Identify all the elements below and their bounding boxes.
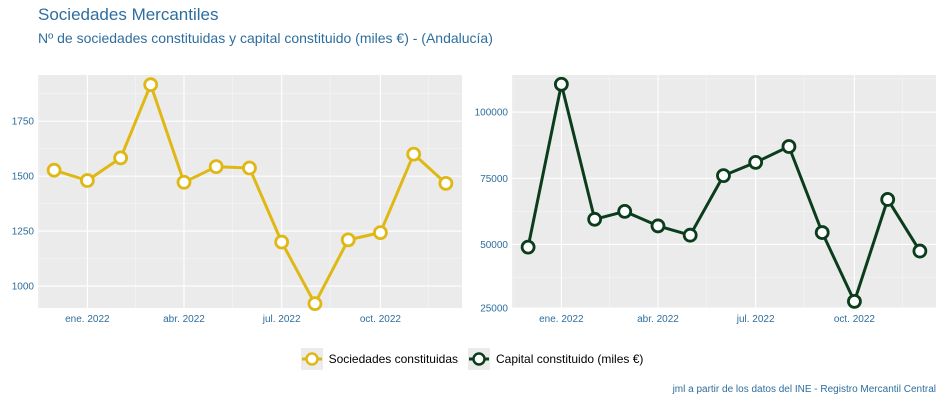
data-point xyxy=(520,239,536,255)
x-tick-label: ene. 2022 xyxy=(539,314,584,325)
x-tick-label: abr. 2022 xyxy=(637,314,679,325)
y-tick-label: 75000 xyxy=(480,174,508,185)
data-point xyxy=(553,76,569,92)
data-point xyxy=(242,160,257,176)
data-point xyxy=(847,293,862,309)
legend-label-sociedades: Sociedades constituidas xyxy=(328,352,458,366)
data-point xyxy=(748,154,764,170)
x-tick-label: jul. 2022 xyxy=(736,314,775,325)
y-tick-label: 1500 xyxy=(12,172,35,183)
data-point xyxy=(912,243,928,259)
x-tick-label: oct. 2022 xyxy=(834,314,876,325)
data-point xyxy=(373,225,388,241)
data-point xyxy=(340,232,356,248)
legend-key-sociedades xyxy=(300,348,323,370)
y-tick-label: 50000 xyxy=(480,240,508,251)
legend: Sociedades constituidas Capital constitu… xyxy=(0,348,944,370)
x-tick-label: oct. 2022 xyxy=(360,314,402,325)
data-point xyxy=(880,192,896,207)
data-point xyxy=(406,146,422,162)
legend-label-capital: Capital constituido (miles €) xyxy=(496,352,644,366)
y-tick-label: 1000 xyxy=(12,282,35,293)
legend-key-capital xyxy=(468,348,490,370)
y-tick-label: 1750 xyxy=(12,117,35,128)
legend-item-capital: Capital constituido (miles €) xyxy=(468,348,643,370)
data-point xyxy=(716,168,731,184)
charts-area: 1000 1250 1500 1750 ene. 2022 abr. 2022 jul. 2… xyxy=(12,75,936,325)
chart-panel-2: 25000 50000 75000 100000 ene. 2022 abr. 2022 j… xyxy=(475,75,936,325)
chart-panel-1: 1000 1250 1500 1750 ene. 2022 abr. 2022 jul. 2… xyxy=(12,75,462,325)
data-point xyxy=(682,227,698,243)
data-point xyxy=(438,175,454,191)
data-point xyxy=(79,173,95,188)
data-point xyxy=(650,218,666,234)
x-tick-label: ene. 2022 xyxy=(65,314,110,325)
panel-background xyxy=(512,75,936,308)
data-point xyxy=(617,203,633,219)
chart-subtitle: Nº de sociedades constituidas y capital … xyxy=(38,30,493,46)
data-point xyxy=(208,159,224,175)
data-point xyxy=(587,211,603,227)
data-point xyxy=(46,162,62,178)
caption: jml a partir de los datos del INE - Regi… xyxy=(672,384,936,395)
legend-item-sociedades: Sociedades constituidas xyxy=(300,348,458,370)
data-point xyxy=(274,234,290,250)
panel-background xyxy=(38,75,462,308)
data-point xyxy=(814,225,830,240)
y-tick-label: 1250 xyxy=(12,227,35,238)
data-point xyxy=(113,150,129,166)
x-tick-label: abr. 2022 xyxy=(163,314,205,325)
data-point xyxy=(781,139,797,154)
data-point xyxy=(307,296,323,312)
data-point xyxy=(143,77,159,93)
y-tick-label: 100000 xyxy=(475,108,509,119)
chart-title: Sociedades Mercantiles xyxy=(38,5,219,24)
data-point xyxy=(176,174,192,190)
x-tick-label: jul. 2022 xyxy=(262,314,301,325)
y-tick-label: 25000 xyxy=(480,304,508,315)
